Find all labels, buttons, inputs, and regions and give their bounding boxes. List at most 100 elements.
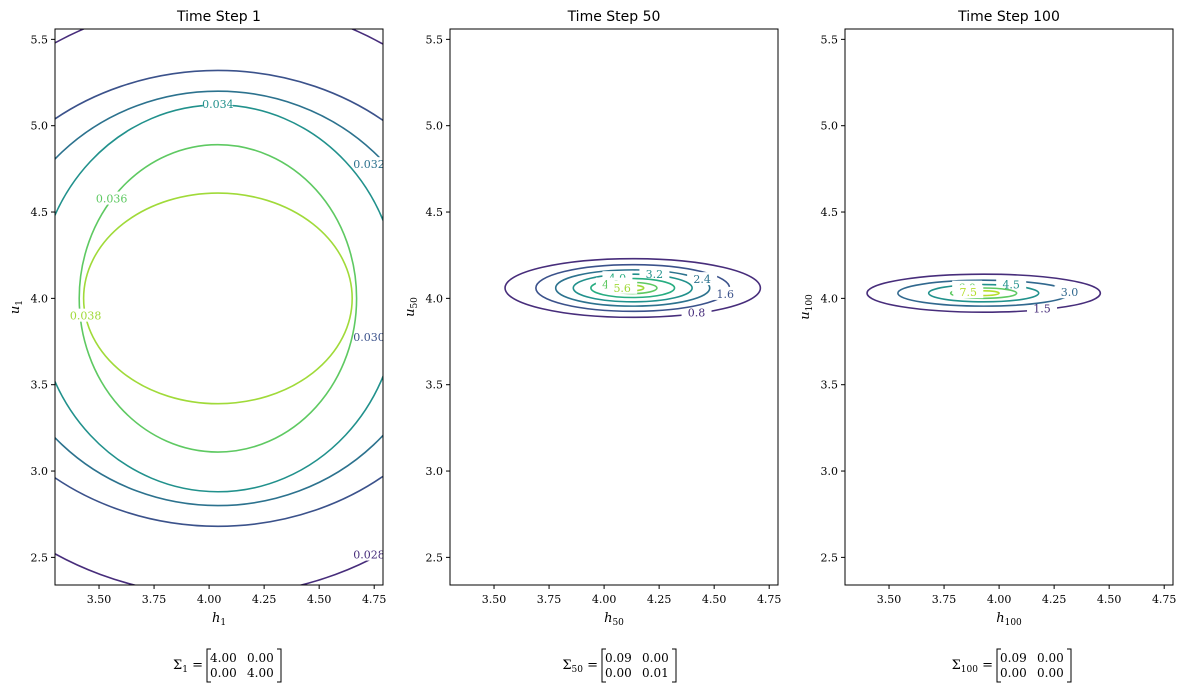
x-tick-label: 3.75 xyxy=(932,593,957,606)
covariance-symbol: Σ1 = xyxy=(173,658,203,675)
contour-label-bg xyxy=(639,267,670,281)
matrix-cell: 0.00 xyxy=(642,651,669,665)
y-tick-label: 5.5 xyxy=(821,33,839,46)
y-tick-label: 3.0 xyxy=(31,465,49,478)
y-tick-label: 5.5 xyxy=(426,33,444,46)
matrix-cell: 0.00 xyxy=(1037,666,1064,680)
contour-label: 3.0 xyxy=(1061,286,1079,299)
plot-frame xyxy=(54,28,384,586)
x-axis-label-base: h xyxy=(604,611,612,626)
plot-frame xyxy=(449,28,779,586)
x-tick-label: 4.50 xyxy=(702,593,727,606)
y-axis-label: u1 xyxy=(8,300,25,314)
covariance-symbol-sub: 1 xyxy=(182,665,188,675)
y-tick-label: 3.0 xyxy=(426,465,444,478)
x-tick-label: 3.50 xyxy=(87,593,112,606)
matrix-left-bracket xyxy=(996,648,1001,683)
y-axis-label-base: u xyxy=(403,309,418,317)
y-tick-label: 3.5 xyxy=(31,379,49,392)
x-axis-label: h100 xyxy=(996,611,1022,628)
contour-label: 3.2 xyxy=(646,268,664,281)
contour-line xyxy=(866,273,1102,313)
matrix-cell: 0.00 xyxy=(1037,651,1064,665)
y-tick-label: 4.5 xyxy=(426,206,444,219)
x-tick-label: 4.25 xyxy=(1042,593,1067,606)
contour-line xyxy=(572,273,693,303)
contour-label: 0.030 xyxy=(353,331,385,344)
contour-line xyxy=(504,257,762,319)
contour-line xyxy=(55,104,383,493)
x-tick-label: 4.75 xyxy=(757,593,782,606)
x-tick-label: 4.75 xyxy=(1152,593,1177,606)
x-tick-label: 4.50 xyxy=(1097,593,1122,606)
contour-line xyxy=(78,143,358,453)
x-tick-label: 4.75 xyxy=(362,593,387,606)
x-tick-label: 4.25 xyxy=(252,593,277,606)
matrix-cell: 4.00 xyxy=(210,651,237,665)
contour-label-bg xyxy=(96,191,127,205)
contour-label-bg xyxy=(1027,301,1058,315)
contour-line xyxy=(55,29,383,585)
covariance-symbol-base: Σ xyxy=(562,658,571,673)
y-axis-label-sub: 100 xyxy=(805,294,815,311)
contour-label: 2.4 xyxy=(693,273,711,286)
x-axis-label-base: h xyxy=(996,611,1004,626)
panel-2: Time Step 500.81.62.43.24.04.85.63.503.7… xyxy=(403,9,782,683)
contour-line xyxy=(590,277,676,299)
y-tick-label: 4.0 xyxy=(821,292,839,305)
contour-label: 0.036 xyxy=(96,193,128,206)
y-tick-label: 4.0 xyxy=(31,292,49,305)
contour-label: 0.038 xyxy=(70,310,102,323)
covariance-equals: = xyxy=(583,658,598,673)
contour-group: 0.028 0.030 0.032 0.034 0.036 0.038 xyxy=(55,29,385,585)
matrix-cell: 4.00 xyxy=(247,666,274,680)
y-tick-label: 2.5 xyxy=(426,551,444,564)
y-axis-label: u100 xyxy=(798,294,815,320)
contour-label-bg xyxy=(1054,285,1085,299)
contour-label-bg xyxy=(202,96,233,110)
covariance-symbol: Σ100 = xyxy=(952,658,993,675)
panel-title: Time Step 50 xyxy=(567,9,661,25)
matrix-cell: 0.00 xyxy=(605,666,632,680)
x-axis-label: h1 xyxy=(212,611,226,628)
covariance-symbol-sub: 50 xyxy=(572,665,584,675)
contour-line xyxy=(554,269,711,307)
contour-label: 4.5 xyxy=(1002,279,1020,292)
x-tick-label: 4.00 xyxy=(197,593,222,606)
contour-label: 5.6 xyxy=(613,282,631,295)
contour-group: 0.81.62.43.24.04.85.6 xyxy=(504,257,762,319)
y-tick-label: 5.5 xyxy=(31,33,49,46)
contour-label-bg xyxy=(607,280,638,294)
matrix-left-bracket xyxy=(601,648,606,683)
contour-line xyxy=(55,90,383,507)
matrix-cell: 0.00 xyxy=(210,666,237,680)
y-axis-label-base: u xyxy=(8,306,23,314)
panel-title: Time Step 1 xyxy=(176,9,261,25)
y-tick-label: 2.5 xyxy=(821,551,839,564)
y-axis-label-sub: 50 xyxy=(410,297,420,309)
covariance-symbol: Σ50 = xyxy=(562,658,598,675)
x-axis-label-sub: 1 xyxy=(220,618,226,628)
y-tick-label: 4.5 xyxy=(821,206,839,219)
y-tick-label: 3.5 xyxy=(426,379,444,392)
contour-label-bg xyxy=(953,285,984,299)
y-tick-label: 5.0 xyxy=(31,120,49,133)
contour-group: 1.53.04.56.07.5 xyxy=(866,273,1102,316)
contour-label: 0.028 xyxy=(353,549,385,562)
y-tick-label: 4.5 xyxy=(31,206,49,219)
x-axis-label: h50 xyxy=(604,611,624,628)
contour-label: 0.032 xyxy=(353,158,385,171)
contour-label-bg xyxy=(687,272,718,286)
covariance-symbol-base: Σ xyxy=(952,658,961,673)
y-tick-label: 5.0 xyxy=(821,120,839,133)
x-tick-label: 3.50 xyxy=(877,593,902,606)
matrix-cell: 0.00 xyxy=(247,651,274,665)
contour-label: 1.5 xyxy=(1033,303,1051,316)
y-tick-label: 3.5 xyxy=(821,379,839,392)
y-tick-label: 3.0 xyxy=(821,465,839,478)
x-tick-label: 3.50 xyxy=(482,593,507,606)
covariance-symbol-sub: 100 xyxy=(961,665,978,675)
contour-line xyxy=(927,283,1040,303)
covariance-symbol-base: Σ xyxy=(173,658,182,673)
